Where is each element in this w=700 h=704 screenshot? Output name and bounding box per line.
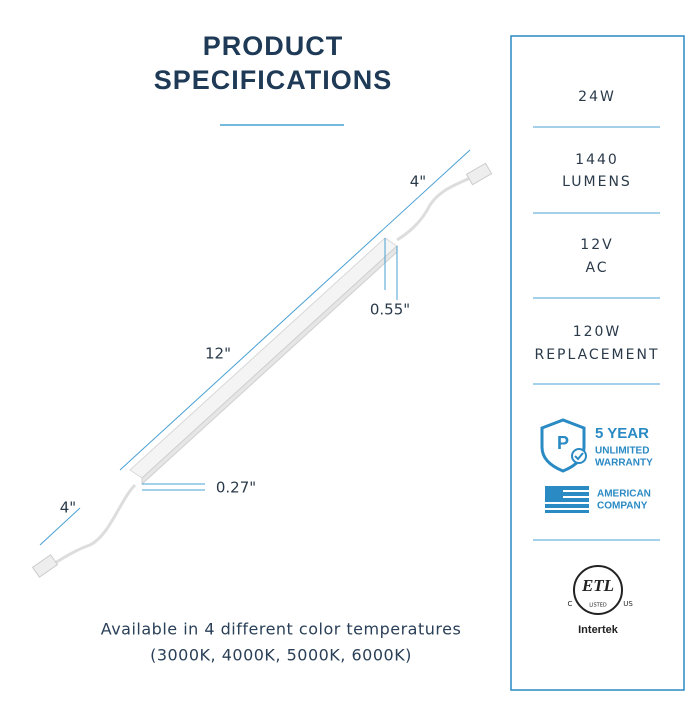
etl-circle <box>573 565 623 615</box>
product-illustration <box>31 149 493 578</box>
spec-text: 24W <box>578 89 616 105</box>
shield-icon <box>540 418 586 473</box>
badge-text: 5 YEAR <box>595 425 649 442</box>
title-line: PRODUCT <box>203 31 344 61</box>
title-line: SPECIFICATIONS <box>154 65 393 95</box>
flag-icon <box>545 486 589 513</box>
spec-panel <box>510 35 685 691</box>
shield-letter: P <box>557 433 569 453</box>
spec-text: REPLACEMENT <box>534 347 659 363</box>
dimension-label: 4" <box>410 173 426 191</box>
dimension-label: 0.27" <box>216 479 256 497</box>
spec-text: AC <box>585 260 608 276</box>
spec-text: 1440 <box>575 152 619 168</box>
footer-line: (3000K, 4000K, 5000K, 6000K) <box>150 646 412 665</box>
badge-text: UNLIMITED <box>595 446 649 457</box>
etl-c: C <box>568 600 573 608</box>
footer-line: Available in 4 different color temperatu… <box>101 620 462 639</box>
spec-text: LUMENS <box>562 174 632 190</box>
badge-text: WARRANTY <box>595 458 653 469</box>
badge-text: AMERICAN <box>597 489 651 500</box>
dimension-label: 12" <box>205 345 231 363</box>
etl-brand: Intertek <box>578 624 619 636</box>
dimension-label: 4" <box>60 499 76 517</box>
spec-text: 120W <box>573 324 622 340</box>
spec-text: 12V <box>580 237 613 253</box>
etl-us: US <box>623 600 633 608</box>
etl-mark: ETL <box>581 576 614 595</box>
badge-text: COMPANY <box>597 501 648 512</box>
dimension-label: 0.55" <box>370 301 410 319</box>
check-mark <box>574 452 584 461</box>
check-icon <box>571 448 587 464</box>
etl-listed: LISTED <box>589 603 607 609</box>
